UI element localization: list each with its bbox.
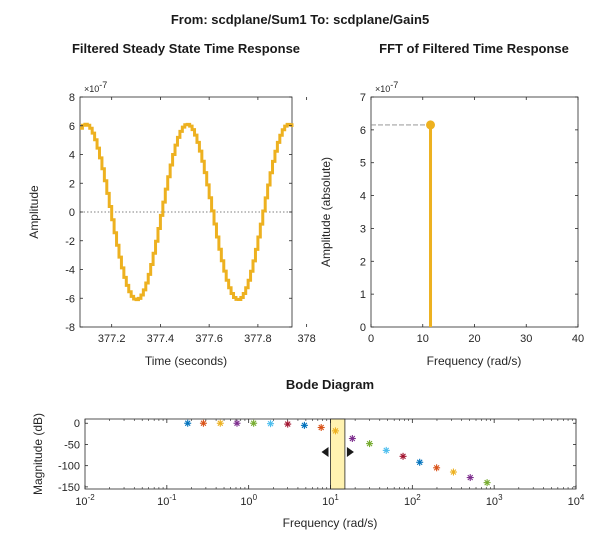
frequency-band-selector[interactable] bbox=[330, 418, 346, 490]
x-tick-label: 40 bbox=[572, 333, 584, 345]
y-tick-label: 4 bbox=[360, 191, 366, 203]
time-response-exponent: ×10-7 bbox=[84, 80, 107, 94]
bode-point-marker[interactable] bbox=[216, 419, 224, 427]
y-tick-label: -50 bbox=[64, 439, 80, 451]
fft-title: FFT of Filtered Time Response bbox=[379, 41, 569, 56]
y-tick-label: 5 bbox=[360, 158, 366, 170]
time-response-title: Filtered Steady State Time Response bbox=[72, 41, 300, 56]
x-tick-label: 20 bbox=[468, 333, 480, 345]
bode-point-marker[interactable] bbox=[483, 479, 491, 487]
x-tick-label: 10-2 bbox=[75, 493, 95, 508]
time-response-axes: Filtered Steady State Time Response 377.… bbox=[27, 41, 316, 368]
bode-point-marker[interactable] bbox=[300, 421, 308, 429]
y-tick-label: -150 bbox=[58, 482, 80, 494]
fft-plot-area bbox=[370, 96, 579, 328]
x-tick-label: 10-1 bbox=[157, 493, 177, 508]
fft-exponent: ×10-7 bbox=[375, 80, 398, 94]
bode-point-marker[interactable] bbox=[267, 420, 275, 428]
y-tick-label: 2 bbox=[360, 256, 366, 268]
y-tick-label: 0 bbox=[74, 418, 80, 430]
y-tick-label: -8 bbox=[65, 322, 75, 334]
x-tick-label: 377.8 bbox=[244, 333, 272, 345]
time-response-ylabel: Amplitude bbox=[27, 185, 41, 239]
bode-point-marker[interactable] bbox=[433, 464, 441, 472]
x-tick-label: 377.2 bbox=[98, 333, 126, 345]
x-tick-label: 101 bbox=[322, 493, 339, 508]
y-tick-label: 4 bbox=[69, 150, 75, 162]
bode-point-marker[interactable] bbox=[233, 419, 241, 427]
x-tick-label: 104 bbox=[568, 493, 585, 508]
y-tick-label: 0 bbox=[360, 322, 366, 334]
x-tick-label: 377.6 bbox=[195, 333, 223, 345]
bode-xlabel: Frequency (rad/s) bbox=[283, 516, 378, 530]
bode-point-marker[interactable] bbox=[466, 474, 474, 482]
fft-xlabel: Frequency (rad/s) bbox=[427, 354, 522, 368]
y-tick-label: 3 bbox=[360, 223, 366, 235]
bode-ylabel: Magnitude (dB) bbox=[31, 413, 45, 495]
y-tick-label: 1 bbox=[360, 289, 366, 301]
fft-stem-marker[interactable] bbox=[426, 120, 436, 130]
y-tick-label: 0 bbox=[69, 207, 75, 219]
time-response-xlabel: Time (seconds) bbox=[145, 354, 227, 368]
y-tick-label: 6 bbox=[360, 125, 366, 137]
x-tick-label: 30 bbox=[520, 333, 532, 345]
band-right-handle-icon[interactable] bbox=[346, 447, 354, 457]
bode-point-marker[interactable] bbox=[317, 423, 325, 431]
y-tick-label: 8 bbox=[69, 92, 75, 104]
bode-point-marker[interactable] bbox=[366, 440, 374, 448]
bode-point-marker[interactable] bbox=[284, 420, 292, 428]
bode-point-marker[interactable] bbox=[416, 458, 424, 466]
y-tick-label: -6 bbox=[65, 293, 75, 305]
bode-point-marker[interactable] bbox=[184, 419, 192, 427]
x-tick-label: 0 bbox=[368, 333, 374, 345]
fft-ylabel: Amplitude (absolute) bbox=[319, 157, 333, 267]
y-tick-label: 6 bbox=[69, 121, 75, 133]
x-tick-label: 377.4 bbox=[147, 333, 175, 345]
x-tick-label: 103 bbox=[486, 493, 503, 508]
band-left-handle-icon[interactable] bbox=[321, 447, 329, 457]
y-tick-label: -100 bbox=[58, 461, 80, 473]
y-tick-label: 2 bbox=[69, 178, 75, 190]
bode-point-marker[interactable] bbox=[382, 446, 390, 454]
y-tick-label: -2 bbox=[65, 236, 75, 248]
bode-point-marker[interactable] bbox=[331, 427, 339, 435]
bode-axes: Bode Diagram 10-2 10-1 100 101 102 103 104 0 -50… bbox=[31, 377, 585, 530]
bode-point-marker[interactable] bbox=[449, 468, 457, 476]
y-tick-label: -4 bbox=[65, 265, 75, 277]
x-tick-label: 102 bbox=[404, 493, 421, 508]
bode-point-marker[interactable] bbox=[199, 419, 207, 427]
bode-point-marker[interactable] bbox=[348, 435, 356, 443]
figure-suptitle: From: scdplane/Sum1 To: scdplane/Gain5 bbox=[171, 12, 429, 27]
bode-point-marker[interactable] bbox=[250, 419, 258, 427]
x-tick-label: 378 bbox=[297, 333, 315, 345]
bode-point-marker[interactable] bbox=[399, 452, 407, 460]
bode-title: Bode Diagram bbox=[286, 377, 374, 392]
x-tick-label: 100 bbox=[240, 493, 257, 508]
x-tick-label: 10 bbox=[417, 333, 429, 345]
fft-axes: FFT of Filtered Time Response 0 10 20 30 40 0… bbox=[319, 41, 584, 368]
time-response-series bbox=[80, 122, 294, 302]
y-tick-label: 7 bbox=[360, 92, 366, 104]
